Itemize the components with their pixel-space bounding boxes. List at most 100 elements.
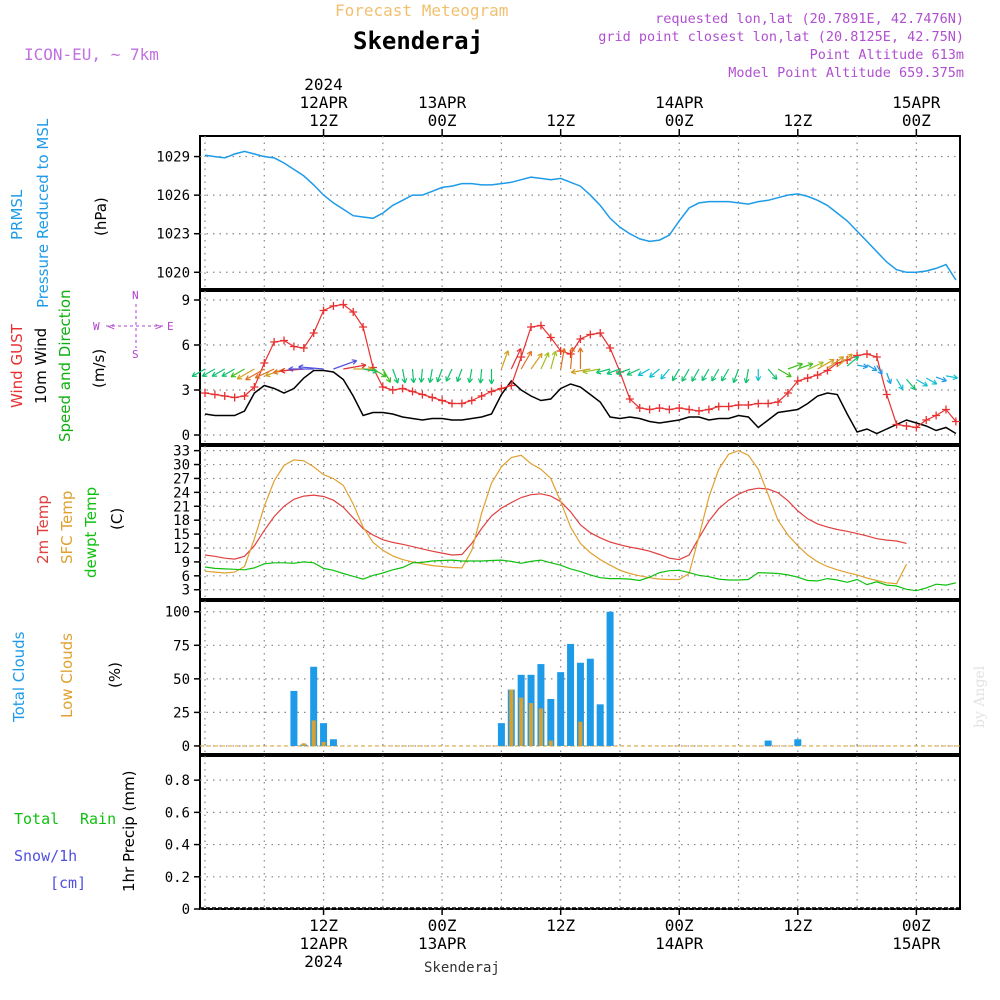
arrow-head [931, 379, 938, 385]
wind-direction-arrow [595, 368, 611, 375]
top-time-label: 12APR [299, 93, 348, 112]
gust-marker [280, 336, 289, 345]
gust-marker [240, 392, 249, 400]
wind-direction-arrow [392, 368, 400, 384]
arrow-shaft [935, 376, 947, 382]
arrow-shaft [721, 368, 730, 382]
precip-axis-label: 1hr Precip (mm) [120, 771, 138, 892]
arrow-shaft [560, 348, 565, 370]
wind-direction-arrow [836, 353, 853, 368]
temp-unit: (C) [108, 508, 126, 530]
y-tick-label: 1029 [156, 150, 190, 166]
y-tick-label: 0 [182, 902, 190, 918]
wind-direction-arrow [755, 369, 762, 382]
arrow-head [595, 368, 602, 375]
arrow-head [455, 376, 462, 383]
gust-marker [862, 350, 871, 358]
wind-direction-arrow [906, 378, 916, 391]
arrow-shaft [479, 368, 483, 384]
arrow-shaft [807, 361, 824, 371]
gust-marker [487, 387, 496, 396]
wind-direction-arrow [681, 368, 690, 382]
low-clouds-bar [538, 708, 543, 746]
clouds-low-label: Low Clouds [58, 633, 76, 718]
gust-marker [448, 399, 456, 408]
gust-marker [942, 405, 950, 414]
gust-marker [536, 321, 545, 330]
top-time-label: 00Z [902, 111, 931, 130]
wind-direction-label: Speed and Direction [56, 289, 74, 442]
arrow-shaft [626, 368, 640, 376]
watermark: by Angel [972, 665, 988, 728]
arrow-head [264, 371, 271, 378]
wind-direction-arrow [230, 368, 245, 378]
arrow-shaft [606, 368, 621, 375]
top-time-label: 2024 [304, 75, 343, 94]
arrow-shaft [827, 356, 845, 369]
wind-10m-label: 10m Wind [32, 328, 50, 404]
top-time-label: 14APR [655, 93, 704, 112]
arrow-head [245, 375, 251, 381]
arrow-shaft [582, 368, 601, 373]
y-tick-label: 75 [173, 638, 190, 654]
clouds-unit: (%) [106, 662, 124, 688]
gust-marker [586, 330, 595, 339]
gust-marker [754, 399, 763, 408]
arrow-shaft [569, 347, 574, 370]
gust-marker [349, 308, 358, 316]
wind-direction-arrow [455, 368, 463, 383]
wind-gust-label: Wind GUST [8, 323, 26, 408]
bottom-time-label: 12Z [546, 916, 575, 935]
arrow-head [280, 367, 286, 374]
wind-direction-arrow [743, 368, 750, 384]
y-tick-label: 3 [182, 583, 190, 599]
wind-direction-arrow [245, 368, 265, 381]
wind-direction-arrow [691, 368, 700, 382]
y-tick-label: 12 [173, 541, 190, 557]
gust-marker [951, 417, 960, 426]
wind-direction-arrow [298, 364, 324, 371]
gust-marker [675, 404, 684, 412]
wind-10m-line [204, 369, 957, 435]
gust-marker [922, 416, 931, 424]
gust-marker [220, 392, 229, 400]
y-tick-label: 0.4 [165, 838, 190, 854]
gust-marker [724, 402, 733, 411]
gust-marker [507, 381, 516, 390]
bottom-time-label: 00Z [428, 916, 457, 935]
gust-marker [339, 300, 348, 309]
clouds-panel [199, 600, 961, 755]
bottom-time-label: 12Z [309, 916, 338, 935]
info-requested: requested lon,lat (20.7891E, 42.7476N) [655, 11, 964, 27]
wind-direction-arrow [445, 368, 453, 382]
arrow-head [467, 377, 473, 384]
bottom-time-label: 13APR [418, 934, 467, 953]
arrow-head [681, 376, 687, 382]
precip-panel [199, 755, 961, 910]
y-tick-label: 25 [173, 705, 190, 721]
wind-direction-arrow [333, 359, 358, 370]
gust-marker [576, 335, 585, 343]
top-time-label: 12Z [309, 111, 338, 130]
wind-direction-arrow [807, 361, 824, 371]
wind-direction-arrow [767, 368, 778, 380]
wind-direction-arrow [935, 376, 947, 383]
chart-title: Skenderaj [353, 27, 483, 55]
gust-marker [270, 338, 279, 346]
wind-direction-arrow [856, 363, 868, 370]
wind-direction-arrow [637, 368, 650, 377]
arrow-shaft [530, 353, 543, 370]
gust-marker [902, 422, 911, 430]
gust-marker [704, 405, 713, 414]
low-clouds-bar [509, 689, 514, 746]
wind-direction-arrow [649, 368, 660, 378]
temp-sfc-label: SFC Temp [58, 491, 76, 564]
gust-marker [803, 374, 812, 382]
arrow-head [236, 374, 243, 380]
wind-direction-arrow [382, 368, 392, 383]
y-tick-label: 0.6 [165, 805, 190, 821]
arrow-shaft [637, 368, 650, 377]
arrow-shaft [660, 368, 670, 380]
arrow-head [526, 350, 533, 357]
